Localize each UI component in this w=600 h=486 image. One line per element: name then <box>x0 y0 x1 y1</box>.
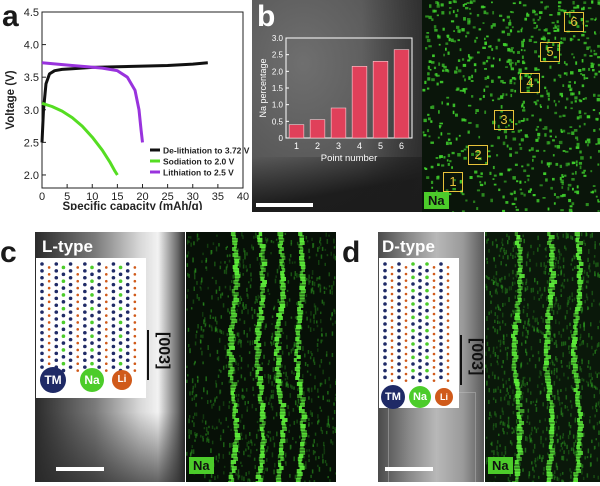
inset-y-label: Na percentage <box>258 58 268 117</box>
scale-bar-b <box>256 203 313 207</box>
y-tick-label: 3.0 <box>24 105 39 117</box>
x-tick-label: 40 <box>237 191 249 203</box>
bar-2 <box>309 119 326 139</box>
miller-bar-c <box>147 330 149 380</box>
legend-entry-1: Sodiation to 2.0 V <box>163 157 235 167</box>
panel-label-d: d <box>342 236 361 269</box>
li-legend-d: Li <box>435 388 453 406</box>
inset-x-tick-label: 5 <box>378 141 383 151</box>
inset-x-tick-label: 2 <box>315 141 320 151</box>
tm-legend-c: TM <box>40 367 66 393</box>
panel-label-c: c <box>0 236 17 269</box>
sem-image <box>252 0 422 212</box>
series-line-0 <box>40 61 208 143</box>
scale-bar-c <box>56 467 104 471</box>
na-tag-b: Na <box>424 192 449 209</box>
na-legend-d: Na <box>409 386 431 408</box>
type-label-c: L-type <box>42 237 93 256</box>
inset-y-tick-label: 1.5 <box>272 84 284 93</box>
miller-bar-d <box>460 335 462 385</box>
panel-label-b: b <box>257 0 276 33</box>
voltage-chart: 0 5 10 15 20 25 30 35 40 2.0 2.5 3.0 3.5 4.0 4.5 Specif… <box>5 7 250 210</box>
miller-index-c: [003] <box>155 332 172 370</box>
x-tick-label: 30 <box>187 191 199 203</box>
x-tick-label: 5 <box>64 191 70 203</box>
point-marker-6: 6 <box>564 12 584 32</box>
point-marker-2: 2 <box>468 145 488 165</box>
x-tick-label: 10 <box>86 191 98 203</box>
panel-label-a: a <box>2 0 19 33</box>
series-line-2 <box>41 61 144 143</box>
inset-x-tick-label: 3 <box>336 141 341 151</box>
bar-5 <box>372 61 389 139</box>
type-label-d: D-type <box>382 237 435 256</box>
na-tag-d: Na <box>488 457 513 474</box>
tm-legend-d: TM <box>381 385 405 409</box>
legend-entry-0: De-lithiation to 3.72 V <box>163 146 250 156</box>
x-tick-label: 20 <box>136 191 148 203</box>
y-tick-label: 2.0 <box>24 170 39 182</box>
point-marker-5: 5 <box>540 42 560 62</box>
na-map-d <box>485 232 600 482</box>
series-line-1 <box>41 101 119 176</box>
inset-y-tick-label: 0 <box>279 134 284 143</box>
scale-bar-d <box>385 467 433 471</box>
lattice-inset-d <box>379 258 459 408</box>
na-percentage-bar-chart: 0 0.5 1.0 1.5 2.0 2.5 3.0 1 2 3 4 5 6 Point number Na … <box>258 34 413 164</box>
inset-y-tick-label: 1.0 <box>272 101 284 110</box>
na-map-c <box>186 232 336 482</box>
y-tick-label: 4.0 <box>24 40 39 52</box>
y-axis-label: Voltage (V) <box>5 70 17 129</box>
inset-x-label: Point number <box>321 153 378 164</box>
bar-1 <box>288 124 305 139</box>
inset-y-tick-label: 3.0 <box>272 34 284 43</box>
inset-y-tick-label: 2.5 <box>272 51 284 60</box>
y-tick-label: 3.5 <box>24 72 39 84</box>
na-tag-c: Na <box>189 457 214 474</box>
inset-y-tick-label: 0.5 <box>272 117 284 126</box>
li-legend-c: Li <box>112 370 132 390</box>
miller-index-d: [003] <box>468 338 485 376</box>
x-tick-label: 25 <box>162 191 174 203</box>
na-legend-c: Na <box>80 368 104 392</box>
inset-x-tick-label: 6 <box>399 141 404 151</box>
x-tick-label: 0 <box>39 191 45 203</box>
point-marker-3: 3 <box>494 110 514 130</box>
y-tick-label: 2.5 <box>24 137 39 149</box>
point-marker-4: 4 <box>520 73 540 93</box>
na-map-b <box>422 0 600 212</box>
inset-x-tick-label: 4 <box>357 141 362 151</box>
inset-y-tick-label: 2.0 <box>272 67 284 76</box>
y-tick-label: 4.5 <box>24 7 39 19</box>
legend-entry-2: Lithiation to 2.5 V <box>163 168 234 178</box>
x-axis-label: Specific capacity (mAh/g) <box>63 201 203 210</box>
x-tick-label: 15 <box>111 191 123 203</box>
x-tick-label: 35 <box>212 191 224 203</box>
inset-x-tick-label: 1 <box>294 141 299 151</box>
point-marker-1: 1 <box>443 172 463 192</box>
bar-4 <box>351 66 368 139</box>
bar-3 <box>330 107 347 139</box>
inset-frame <box>285 37 413 139</box>
bar-6 <box>393 49 410 139</box>
